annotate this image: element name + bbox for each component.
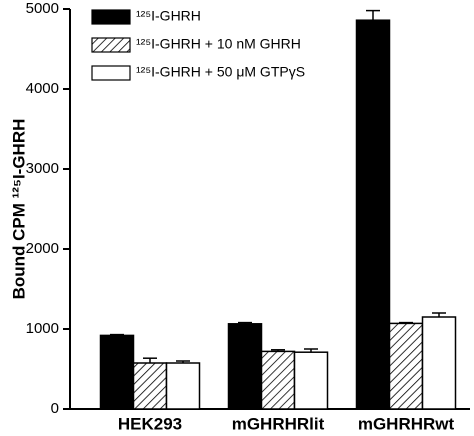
y-tick-label: 4000 <box>26 80 59 97</box>
legend-swatch <box>91 37 131 53</box>
legend-label: ¹²⁵I-GHRH + 10 nM GHRH <box>136 36 301 52</box>
error-bar <box>399 321 413 324</box>
bar <box>227 323 263 410</box>
error-bar <box>304 348 318 353</box>
bar <box>260 350 296 410</box>
bar <box>293 351 329 410</box>
bar <box>99 334 135 410</box>
y-tick-label: 2000 <box>26 240 59 257</box>
x-tick-label: HEK293 <box>118 414 182 433</box>
y-tick-label: 5000 <box>26 0 59 17</box>
bar <box>421 316 457 410</box>
bar <box>388 322 424 410</box>
y-tick-label: 3000 <box>26 160 59 177</box>
x-tick-label: mGHRHRwt <box>358 414 455 433</box>
error-bar <box>110 333 124 336</box>
x-tick-label: mGHRHRlit <box>232 414 325 433</box>
legend-swatch <box>91 9 131 25</box>
legend-label: ¹²⁵I-GHRH + 50 μM GTPγS <box>136 64 305 80</box>
y-tick-label: 1000 <box>26 320 59 337</box>
error-bar <box>366 9 380 21</box>
bar <box>165 362 201 410</box>
y-axis-label: Bound CPM ¹²⁵I-GHRH <box>9 119 28 300</box>
y-tick-label: 0 <box>51 400 59 417</box>
error-bar <box>432 312 446 317</box>
bar <box>132 362 168 410</box>
error-bar <box>271 349 285 352</box>
error-bar <box>143 357 157 363</box>
legend-label: ¹²⁵I-GHRH <box>136 8 201 24</box>
error-bar <box>238 321 252 324</box>
error-bar <box>176 360 190 363</box>
bar <box>355 19 391 410</box>
legend-swatch <box>91 65 131 81</box>
